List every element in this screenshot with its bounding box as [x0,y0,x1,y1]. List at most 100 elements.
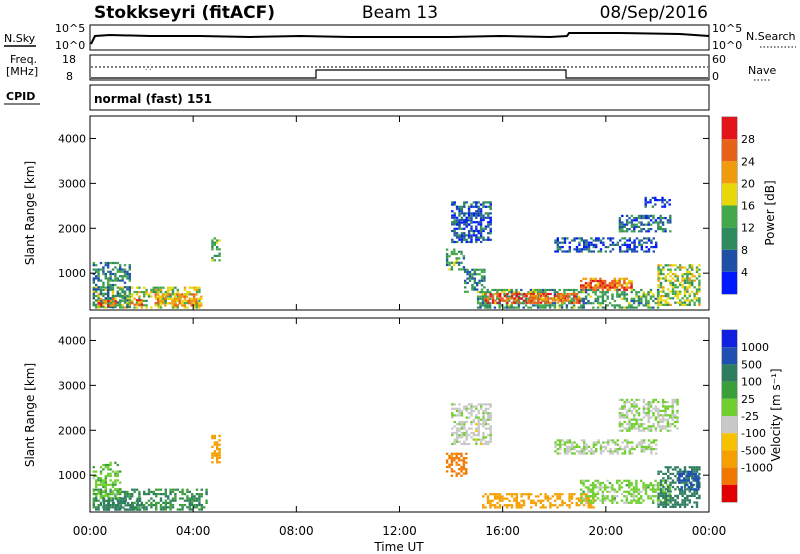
velocity-cell [111,506,115,509]
velocity-cell [685,481,688,484]
power-cell [458,236,461,239]
nsky-tick-top: 10^5 [55,22,85,35]
velocity-cell [111,492,115,495]
velocity-cell [661,416,665,419]
velocity-cell [647,439,651,442]
velocity-cell [664,412,667,415]
velocity-cell [621,407,624,410]
power-cell [604,250,607,253]
power-cell [554,241,557,244]
velocity-cell [664,494,667,497]
power-cell [143,299,146,302]
velocity-cell [592,445,595,448]
velocity-cell [667,494,670,497]
power-cell [511,301,514,304]
velocity-cell [644,490,648,493]
nsky-trace [90,32,710,45]
power-cell [128,295,131,298]
velocity-cell [664,497,667,500]
velocity-cell [630,484,633,487]
power-cell [667,279,670,282]
velocity-cell [693,466,696,469]
power-cell [487,301,490,304]
velocity-cell [191,501,194,504]
power-cell [626,239,629,242]
power-cell [674,268,677,271]
velocity-cell [508,504,511,507]
velocity-cell [135,504,139,507]
velocity-cell [95,506,98,509]
velocity-cell [695,501,699,504]
power-cell [111,261,115,265]
power-cell [556,248,559,251]
power-cell [104,300,108,303]
power-cell [123,272,127,276]
power-cell [500,291,504,294]
power-cell [477,214,480,217]
power-cell [578,301,581,304]
power-cell [683,281,687,284]
power-cell [664,295,667,298]
power-cell [578,237,581,240]
velocity-cell [642,486,645,489]
power-cell [493,306,497,309]
power-cell [537,297,540,300]
power-cell [688,281,691,284]
power-cell [92,303,95,306]
power-cell [97,297,100,300]
velocity-cell [463,442,466,446]
velocity-colorbar-swatch [722,381,737,399]
power-cell [667,303,670,306]
power-cell [116,277,119,280]
velocity-cell [99,501,103,504]
power-cell [164,291,167,294]
power-cell [107,266,110,269]
power-cell [637,230,641,233]
velocity-cell [625,416,629,419]
power-cell [596,302,600,305]
power-cell [582,277,585,280]
power-cell [659,219,662,222]
velocity-cell [462,468,466,471]
velocity-cell [457,459,461,462]
power-cell [501,299,504,302]
power-cell [584,295,588,298]
velocity-cell [498,499,502,502]
velocity-cell [673,414,677,417]
power-cell [539,301,543,304]
power-cell [575,299,579,302]
power-cell [631,241,634,244]
power-cell [539,295,543,298]
velocity-cell [664,418,667,421]
power-cell [453,203,456,206]
power-cell [664,264,667,267]
power-cell [625,223,629,226]
power-cell [650,239,653,242]
power-cell [647,250,651,253]
velocity-cell [697,477,700,480]
velocity-cell [691,466,694,469]
velocity-cell [669,494,672,497]
power-cell [126,303,129,306]
velocity-cell [556,443,559,446]
power-cell [649,228,653,231]
power-cell [679,290,682,293]
velocity-cell [633,427,636,430]
velocity-cell [690,483,693,487]
power-cell [674,279,677,282]
power-cell [635,217,638,220]
power-cell [97,286,100,289]
velocity-cell [678,472,681,476]
velocity-cell [131,493,134,496]
velocity-cell [637,427,641,430]
velocity-cell [691,477,694,480]
power-cell [671,284,675,287]
velocity-cell [652,414,655,417]
power-cell [549,301,552,304]
velocity-cell [134,506,137,509]
velocity-cell [640,448,643,451]
power-cell [183,306,187,309]
power-cell [533,299,536,302]
velocity-cell [590,452,593,455]
power-cell [611,284,614,287]
